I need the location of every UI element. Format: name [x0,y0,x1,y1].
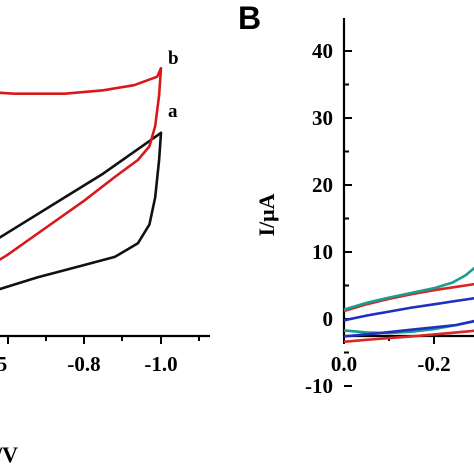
panel-a-x-tick-label: -1.0 [144,352,177,376]
panel-b-y-tick-label: -10 [305,374,333,398]
panel-b-y-tick-label: 30 [312,106,333,130]
panel-b-y-tick-label: 0 [323,307,334,331]
panel-b: B I/μA -10 0 10 20 30 40 0.0 -0.2 [238,0,474,398]
panel-b-x-ticks: 0.0 -0.2 [331,336,451,376]
panel-a: 5 -0.8 -1.0 /V a b [0,48,210,467]
panel-b-x-tick-label: 0.0 [331,352,357,376]
series-a-curve [0,131,163,291]
panel-a-x-axis-title: /V [0,442,18,467]
panel-b-series-curve-2 [343,266,474,335]
panel-b-x-tick-label: -0.2 [417,352,450,376]
panel-b-y-ticks: -10 0 10 20 30 40 [305,39,352,398]
panel-a-x-tick-label: 5 [0,352,7,376]
series-b-label: b [168,48,179,69]
panel-b-y-axis-title: I/μA [254,193,279,236]
panel-b-y-tick-label: 10 [312,240,333,264]
panel-b-series-group [343,266,474,344]
panel-b-y-tick-label: 40 [312,39,333,63]
series-a-label: a [168,101,178,122]
panel-a-x-tick-label: -0.8 [67,352,100,376]
panel-b-y-tick-label: 20 [312,173,333,197]
panel-b-letter: B [238,0,261,36]
panel-b-series-curve-3 [343,297,474,338]
series-b-curve [0,66,163,262]
